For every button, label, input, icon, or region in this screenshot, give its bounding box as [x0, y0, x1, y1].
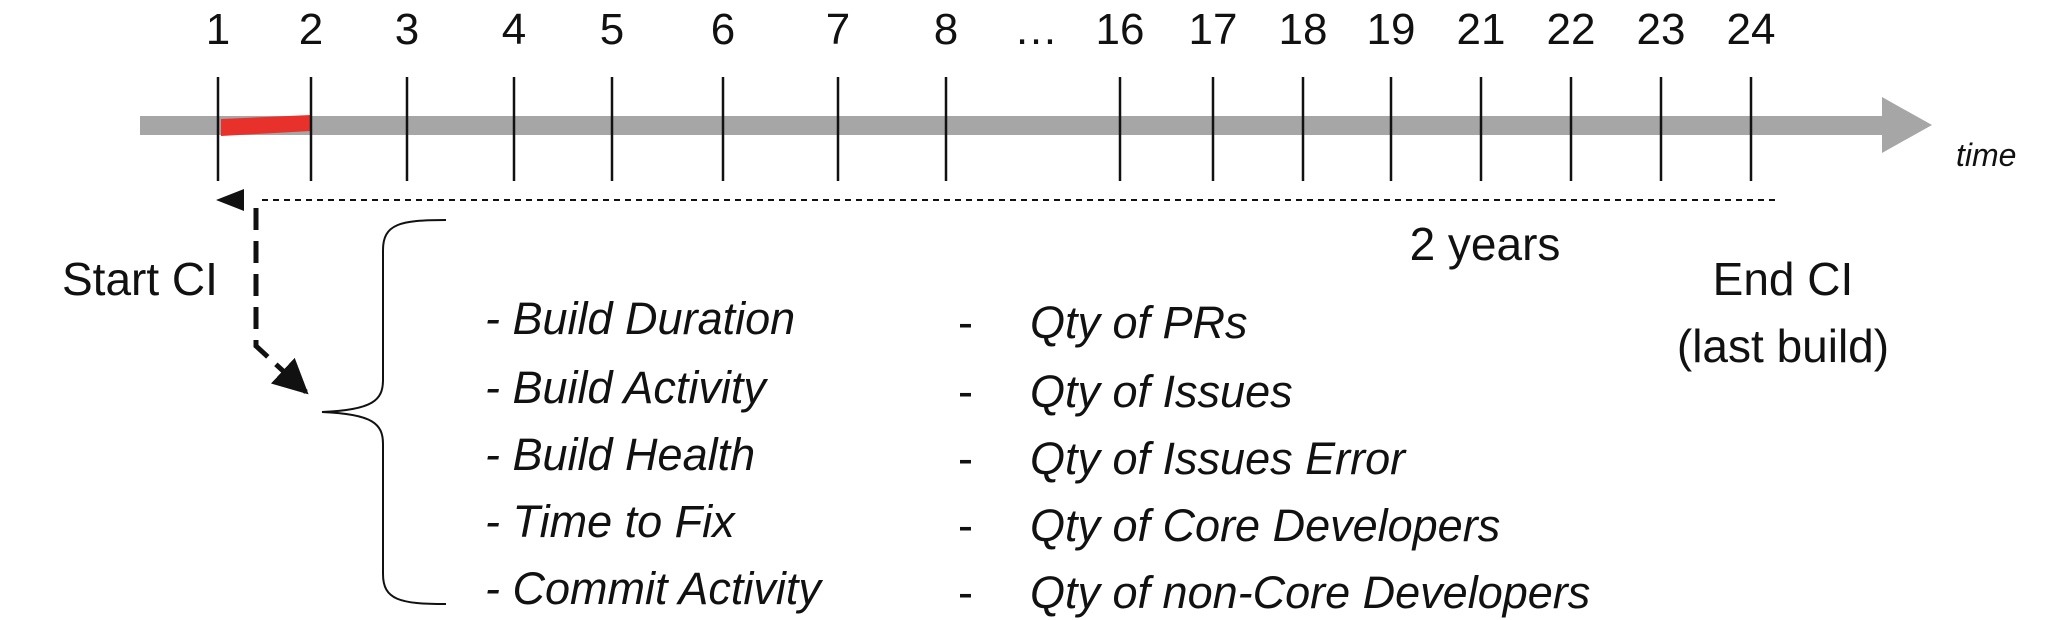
- tick-label: 8: [934, 5, 958, 54]
- metric-item: Qty of Core Developers: [1030, 500, 1500, 551]
- first-build-highlight: [221, 115, 311, 136]
- tick-label: 5: [600, 5, 624, 54]
- tick-label: 22: [1547, 5, 1596, 54]
- span-label: 2 years: [1410, 218, 1561, 270]
- span-arrowhead-left: [216, 189, 244, 211]
- axis-label-time: time: [1956, 137, 2016, 173]
- metric-item: Qty of PRs: [1030, 297, 1248, 348]
- metric-bullet: -: [958, 366, 973, 417]
- metrics-right-column: - Qty of PRs - Qty of Issues - Qty of Issues …: [958, 297, 1590, 618]
- metric-item: - Build Health: [485, 429, 755, 480]
- tick-gap-ellipsis: …: [1014, 5, 1058, 54]
- tick-label: 3: [395, 5, 419, 54]
- metric-item: Qty of Issues Error: [1030, 433, 1407, 484]
- tick-label: 17: [1189, 5, 1238, 54]
- metric-bullet: -: [958, 297, 973, 348]
- end-ci-label: End CI: [1713, 253, 1854, 305]
- metric-item: Qty of Issues: [1030, 366, 1293, 417]
- metric-item: Qty of non-Core Developers: [1030, 567, 1590, 618]
- metrics-left-column: - Build Duration - Build Activity - Build …: [485, 293, 823, 614]
- metric-item: - Commit Activity: [485, 563, 823, 614]
- tick-label: 24: [1727, 5, 1776, 54]
- tick-label: 23: [1637, 5, 1686, 54]
- metric-item: - Build Duration: [485, 293, 795, 344]
- tick-label: 16: [1096, 5, 1145, 54]
- tick-label: 6: [711, 5, 735, 54]
- tick-label: 21: [1457, 5, 1506, 54]
- time-axis-arrowhead: [1882, 97, 1932, 153]
- end-ci-sublabel: (last build): [1677, 320, 1889, 372]
- tick-label: 1: [206, 5, 230, 54]
- tick-marks: [216, 77, 1753, 181]
- tick-label: 2: [299, 5, 323, 54]
- tick-label: 18: [1279, 5, 1328, 54]
- metric-bullet: -: [958, 433, 973, 484]
- tick-label: 19: [1367, 5, 1416, 54]
- metric-bullet: -: [958, 567, 973, 618]
- time-axis: [140, 97, 1932, 153]
- start-ci-label: Start CI: [62, 253, 218, 305]
- metric-item: - Time to Fix: [485, 496, 736, 547]
- tick-label: 4: [502, 5, 526, 54]
- metrics-brace: [321, 219, 447, 605]
- tick-labels: 1 2 3 4 5 6 7 8 16 17 18 19 21 22 23 24: [206, 5, 1776, 54]
- time-axis-bar: [140, 116, 1885, 135]
- metric-bullet: -: [958, 500, 973, 551]
- start-to-metrics-arrow: [253, 208, 309, 395]
- tick-label: 7: [826, 5, 850, 54]
- metric-item: - Build Activity: [485, 362, 768, 413]
